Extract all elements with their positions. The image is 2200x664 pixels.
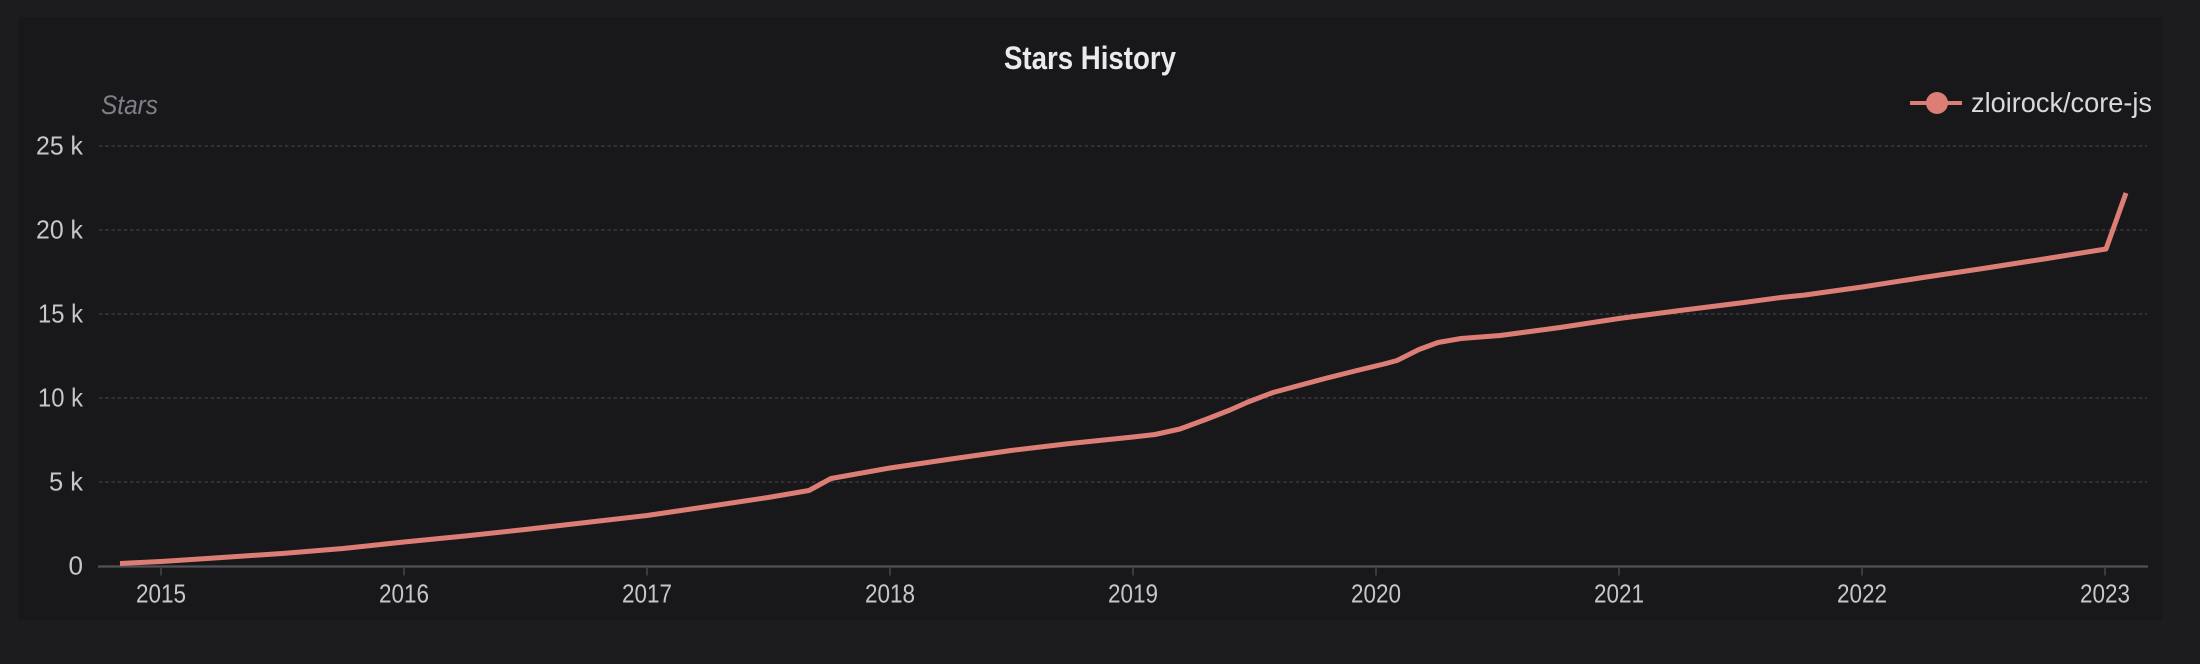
- svg-text:2018: 2018: [865, 579, 915, 609]
- svg-text:2021: 2021: [1594, 579, 1644, 609]
- svg-text:2015: 2015: [136, 579, 186, 609]
- svg-text:10 k: 10 k: [38, 383, 84, 413]
- svg-text:zloirock/core-js: zloirock/core-js: [1971, 87, 2152, 118]
- svg-text:5 k: 5 k: [49, 467, 84, 497]
- svg-text:2017: 2017: [622, 579, 672, 609]
- svg-text:15 k: 15 k: [38, 299, 84, 329]
- svg-text:2016: 2016: [379, 579, 429, 609]
- svg-text:Stars History: Stars History: [1004, 40, 1176, 76]
- svg-text:0: 0: [69, 551, 83, 581]
- svg-text:2023: 2023: [2080, 579, 2130, 609]
- svg-text:2022: 2022: [1837, 579, 1887, 609]
- svg-text:2020: 2020: [1351, 579, 1401, 609]
- svg-text:Stars: Stars: [101, 90, 158, 120]
- svg-text:20 k: 20 k: [36, 215, 84, 245]
- svg-text:25 k: 25 k: [36, 131, 84, 161]
- svg-text:2019: 2019: [1108, 579, 1158, 609]
